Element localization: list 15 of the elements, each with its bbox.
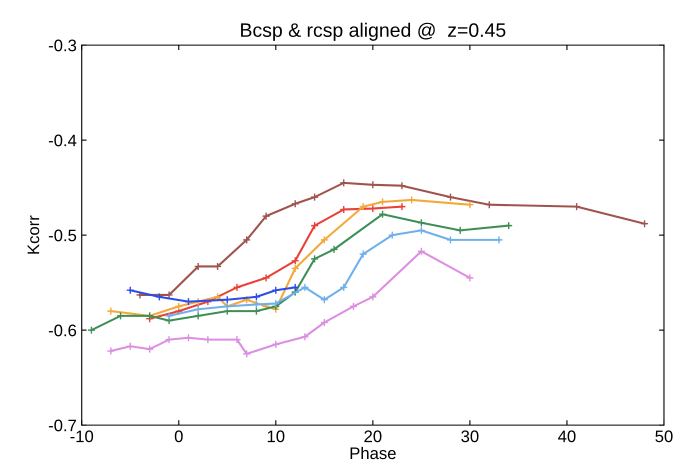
x-tick-label: 10 [268,430,284,442]
x-tick-label: 50 [655,430,673,442]
y-tick-label: -0.7 [48,420,76,432]
x-tick-label: -10 [70,430,94,442]
y-tick-label: -0.5 [48,230,76,242]
y-tick-label: -0.6 [48,324,76,336]
x-tick-label: 40 [558,430,576,442]
chart-title: Bcsp & rcsp aligned @ z=0.45 [241,22,506,41]
x-tick-label: 30 [461,430,479,442]
x-tick-label: 0 [174,430,183,442]
y-tick-label: -0.3 [48,40,76,52]
y-tick-label: -0.4 [48,134,76,146]
x-axis-title: Phase [350,446,396,460]
x-tick-label: 20 [364,430,382,442]
y-axis-title: Kcorr [28,215,40,254]
